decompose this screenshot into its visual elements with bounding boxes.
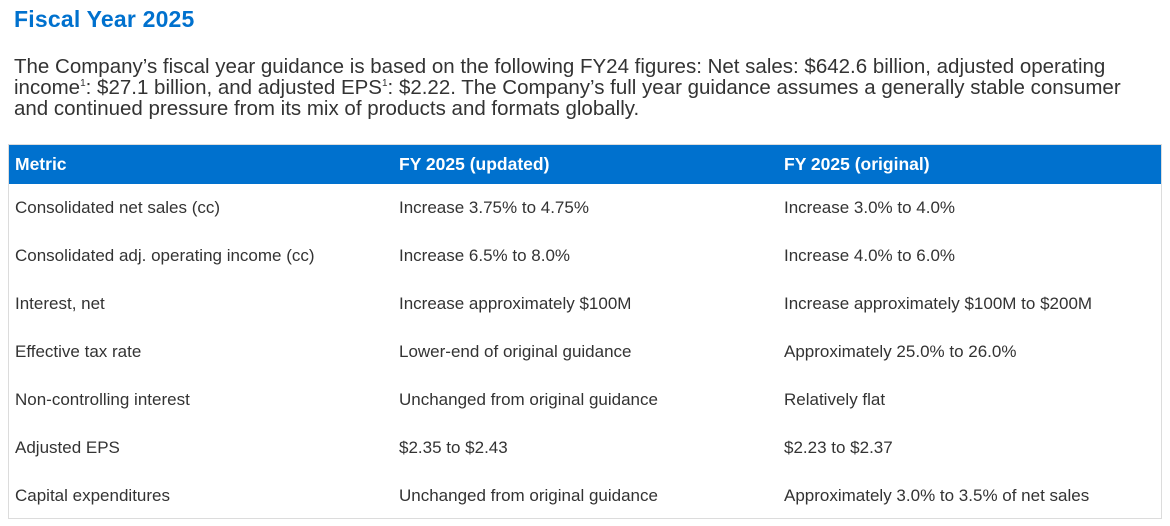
table-header-row: Metric FY 2025 (updated) FY 2025 (origin… xyxy=(9,145,1161,184)
footnote-marker-1: 1 xyxy=(80,78,86,90)
updated-cell: Increase 6.5% to 8.0% xyxy=(399,246,571,265)
updated-cell: Increase approximately $100M xyxy=(399,294,632,313)
guidance-table: Metric FY 2025 (updated) FY 2025 (origin… xyxy=(8,144,1162,519)
metric-cell: Adjusted EPS xyxy=(15,438,120,457)
intro-text-part-2: : $27.1 billion, and adjusted EPS xyxy=(85,76,382,99)
table-row: Interest, net Increase approximately $10… xyxy=(9,280,1161,328)
table-row: Adjusted EPS $2.35 to $2.43 $2.23 to $2.… xyxy=(9,424,1161,472)
original-cell: Relatively flat xyxy=(784,390,886,409)
metric-cell: Interest, net xyxy=(15,294,105,313)
table-row: Non-controlling interest Unchanged from … xyxy=(9,376,1161,424)
original-cell: Approximately 25.0% to 26.0% xyxy=(784,342,1017,361)
table-row: Capital expenditures Unchanged from orig… xyxy=(9,472,1161,520)
table-row: Consolidated net sales (cc) Increase 3.7… xyxy=(9,184,1161,232)
original-cell: Approximately 3.0% to 3.5% of net sales xyxy=(784,486,1090,505)
column-header-updated: FY 2025 (updated) xyxy=(399,154,550,174)
intro-paragraph: The Company’s fiscal year guidance is ba… xyxy=(14,56,1154,119)
metric-cell: Capital expenditures xyxy=(15,486,170,505)
updated-cell: $2.35 to $2.43 xyxy=(399,438,508,457)
table-row: Consolidated adj. operating income (cc) … xyxy=(9,232,1161,280)
updated-cell: Lower-end of original guidance xyxy=(399,342,632,361)
metric-cell: Effective tax rate xyxy=(15,342,142,361)
footnote-marker-2: 1 xyxy=(381,78,388,90)
original-cell: Increase 3.0% to 4.0% xyxy=(784,198,956,217)
metric-cell: Consolidated net sales (cc) xyxy=(15,198,221,217)
original-cell: Increase approximately $100M to $200M xyxy=(784,294,1093,313)
column-header-original: FY 2025 (original) xyxy=(784,154,930,174)
metric-cell: Non-controlling interest xyxy=(15,390,190,409)
page-title: Fiscal Year 2025 xyxy=(14,6,195,32)
table-row: Effective tax rate Lower-end of original… xyxy=(9,328,1161,376)
updated-cell: Increase 3.75% to 4.75% xyxy=(399,198,589,217)
original-cell: $2.23 to $2.37 xyxy=(784,438,893,457)
column-header-metric: Metric xyxy=(15,154,67,174)
updated-cell: Unchanged from original guidance xyxy=(399,390,658,409)
intro-text-part-1: The Company’s fiscal year guidance is ba… xyxy=(14,55,1106,99)
original-cell: Increase 4.0% to 6.0% xyxy=(784,246,956,265)
updated-cell: Unchanged from original guidance xyxy=(399,486,658,505)
intro-text-part-3: : $2.22. The Company’s full year guidanc… xyxy=(14,76,1121,120)
metric-cell: Consolidated adj. operating income (cc) xyxy=(15,246,315,265)
